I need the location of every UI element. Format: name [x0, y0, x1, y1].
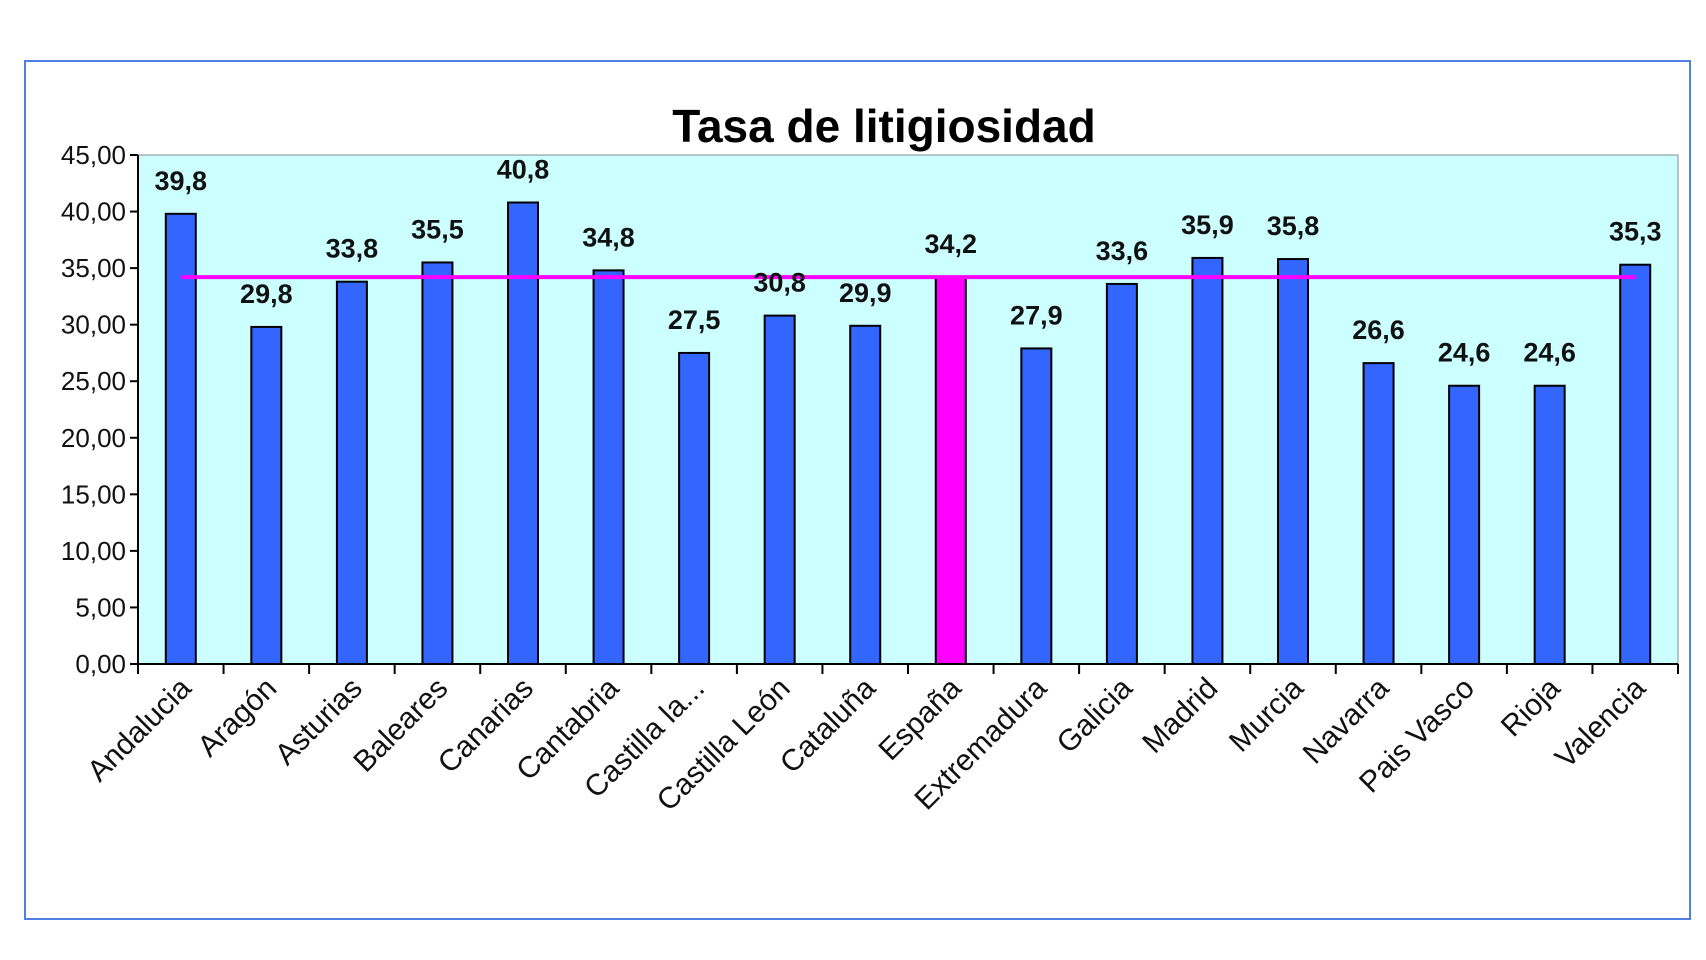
data-label: 33,6	[1096, 236, 1149, 266]
y-tick-label: 30,00	[61, 310, 126, 340]
data-label: 26,6	[1352, 315, 1405, 345]
x-tick-label: Valencia	[1549, 671, 1652, 774]
bar-pais-vasco	[1448, 384, 1481, 665]
x-tick-label: Cataluña	[774, 671, 882, 779]
bar-arag-n	[250, 325, 283, 665]
bar-canarias	[507, 201, 539, 666]
y-tick-label: 40,00	[61, 197, 126, 227]
y-tick-label: 25,00	[61, 366, 126, 396]
data-label: 39,8	[154, 166, 207, 196]
y-tick-label: 10,00	[61, 536, 126, 566]
bar-andalucia	[164, 212, 197, 665]
x-tick-label: Andalucia	[81, 671, 198, 788]
data-label: 40,8	[497, 155, 550, 185]
data-labels-layer: 39,8 29,8 33,8 35,5 40,8 34,8 27,5 30,8 29,9 34,2…	[154, 155, 1661, 368]
plot-area	[137, 154, 1679, 665]
data-label: 35,8	[1267, 211, 1320, 241]
bar-castilla-la	[678, 351, 711, 665]
y-tick-label: 45,00	[61, 140, 126, 170]
y-tick-label: 5,00	[75, 592, 126, 622]
bar-murcia	[1277, 258, 1309, 665]
y-tick-label: 0,00	[75, 649, 126, 679]
data-label: 30,8	[753, 268, 806, 298]
data-label: 35,3	[1609, 217, 1662, 247]
bar-cantabria	[592, 269, 625, 665]
bar-madrid	[1191, 256, 1224, 665]
data-label: 35,9	[1181, 210, 1234, 240]
data-label: 34,2	[924, 229, 977, 259]
y-tick-label: 15,00	[61, 479, 126, 509]
data-label: 24,6	[1523, 338, 1576, 368]
data-label: 35,5	[411, 214, 464, 244]
data-label: 34,8	[582, 222, 635, 252]
bar-extremadura	[1020, 347, 1053, 665]
bars-layer	[164, 201, 1652, 666]
bar-asturias	[335, 280, 368, 665]
data-label: 27,5	[668, 305, 721, 335]
data-label: 29,8	[240, 279, 293, 309]
bar-catalu-a	[849, 324, 882, 665]
y-tick-label: 35,00	[61, 253, 126, 283]
bar-galicia	[1105, 282, 1138, 665]
bar-navarra	[1362, 362, 1395, 665]
bar-espa-a	[934, 276, 967, 665]
data-label: 33,8	[326, 234, 379, 264]
data-label: 27,9	[1010, 300, 1063, 330]
bar-baleares	[421, 261, 454, 665]
x-tick-label: Rioja	[1495, 671, 1567, 743]
x-tick-label: Galicia	[1051, 671, 1139, 759]
y-tick-label: 20,00	[61, 423, 126, 453]
bar-castilla-le-n	[763, 314, 796, 665]
x-tick-label: Madrid	[1136, 672, 1224, 760]
bar-valencia	[1619, 263, 1652, 665]
data-label: 29,9	[839, 278, 892, 308]
chart-title: Tasa de litigiosidad	[672, 100, 1095, 152]
data-label: 24,6	[1438, 338, 1491, 368]
bar-rioja	[1533, 384, 1566, 665]
